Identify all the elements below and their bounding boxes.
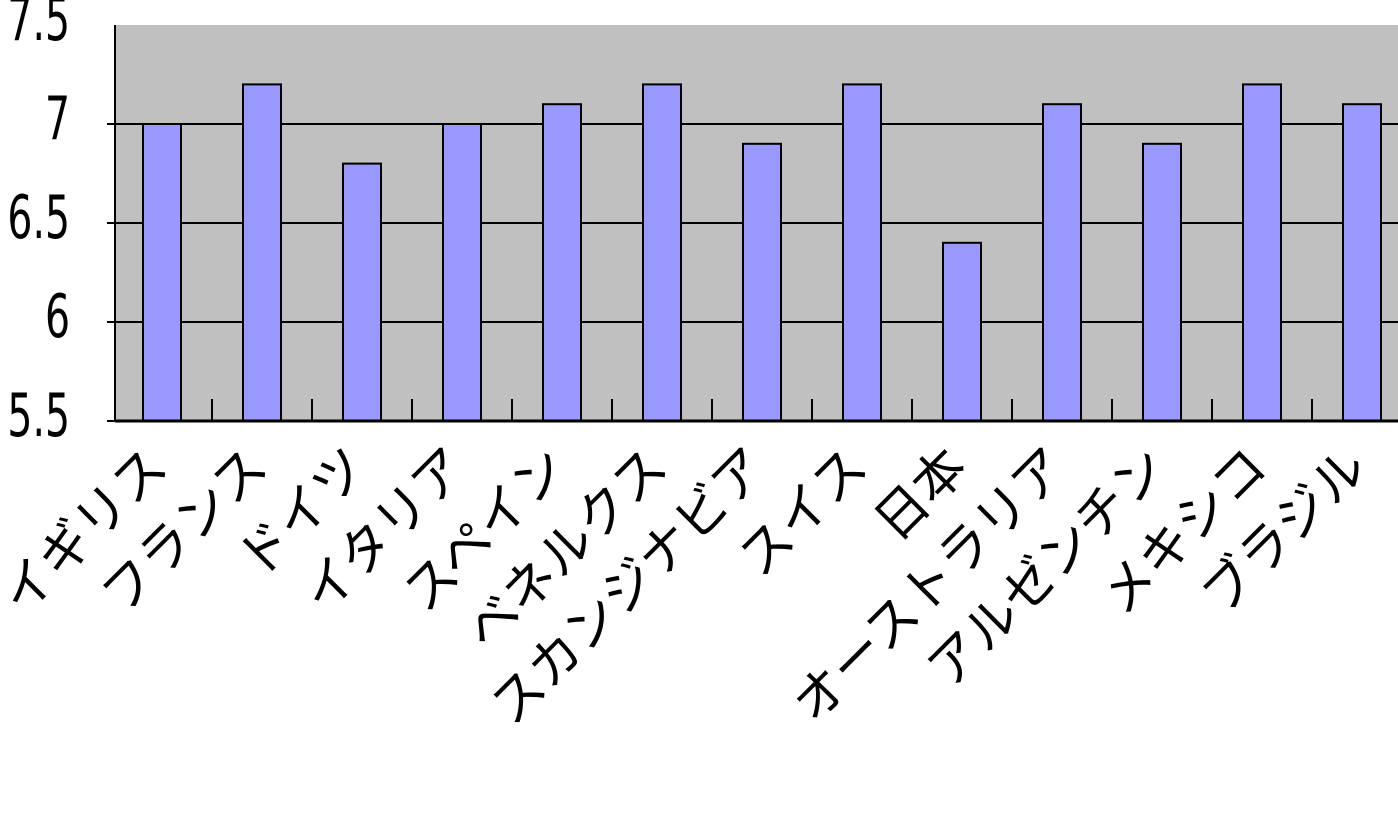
axes	[114, 25, 1398, 423]
y-tick-labels: 5.5 6 6.5 7 7.5	[7, 0, 70, 450]
y-tick-label: 6	[45, 281, 70, 351]
bar	[342, 162, 382, 422]
bar	[1342, 103, 1382, 422]
bar	[742, 142, 782, 423]
y-tick-label: 7	[45, 83, 70, 153]
y-tick-label: 6.5	[7, 182, 70, 252]
bar	[842, 83, 882, 423]
x-tick-marks	[211, 399, 1313, 421]
bar	[1242, 83, 1282, 423]
bar	[442, 123, 482, 422]
bar	[242, 83, 282, 423]
bar	[142, 123, 182, 422]
x-tick-labels: イギリスフランスドイツイタリアスペインベネルクススカンジナビアスイス日本オースト…	[0, 437, 1379, 737]
y-tick-label: 5.5	[7, 380, 70, 450]
bar	[542, 103, 582, 422]
bar	[942, 241, 982, 422]
bar	[1042, 103, 1082, 422]
y-tick-label: 7.5	[7, 0, 70, 54]
bar	[1142, 142, 1182, 423]
bar	[642, 83, 682, 423]
